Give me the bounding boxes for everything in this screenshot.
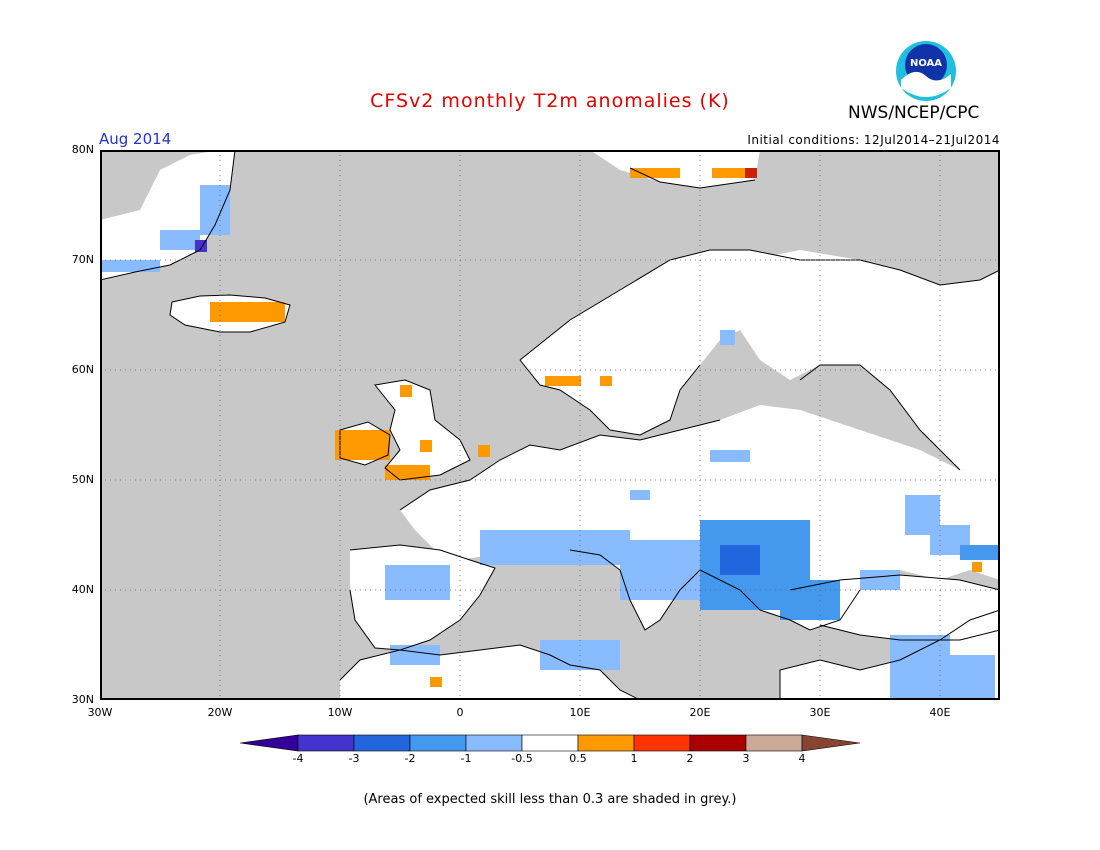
colorbar-label: -1 <box>460 752 472 765</box>
coastlines <box>100 150 1000 700</box>
graticule <box>100 150 1000 700</box>
cool-anomaly-patches <box>100 185 1000 700</box>
finland-russia-land <box>740 250 1000 470</box>
lon-label-10w: 10W <box>327 706 353 719</box>
lat-label-40n: 40N <box>71 583 94 596</box>
colorbar-cell-5 <box>521 734 579 752</box>
anomaly-map <box>100 150 1000 700</box>
colorbar-label: 1 <box>630 752 638 765</box>
lat-label-60n: 60N <box>71 363 94 376</box>
map-title: CFSv2 monthly T2m anomalies (K) <box>370 90 730 112</box>
lat-label-30n: 30N <box>71 693 94 706</box>
lon-label-20w: 20W <box>207 706 233 719</box>
lon-label-30w: 30W <box>87 706 113 719</box>
colorbar-label: -2 <box>404 752 416 765</box>
colorbar-cell-2 <box>353 734 411 752</box>
agency-label: NWS/NCEP/CPC <box>848 103 980 123</box>
colorbar-cell-3 <box>409 734 467 752</box>
map-frame <box>100 150 1000 700</box>
lon-label-30e: 30E <box>809 706 831 719</box>
colorbar-label: -3 <box>348 752 360 765</box>
colorbar-cell-9 <box>745 734 803 752</box>
colorbar-label: 2 <box>686 752 694 765</box>
colorbar <box>240 734 861 752</box>
warm-anomaly-patches <box>210 168 982 687</box>
colorbar-label: 3 <box>742 752 750 765</box>
colorbar-cell-1 <box>297 734 355 752</box>
colorbar-label: 0.5 <box>569 752 587 765</box>
logo-text: NOAA <box>910 58 942 69</box>
lat-label-70n: 70N <box>71 253 94 266</box>
colorbar-cell-7 <box>633 734 691 752</box>
great-britain-land <box>375 380 470 480</box>
colorbar-cell-8 <box>689 734 747 752</box>
lon-label-0: 0 <box>456 706 464 719</box>
colorbar-cell-6 <box>577 734 635 752</box>
colorbar-min-arrow <box>240 734 299 752</box>
colorbar-label: -0.5 <box>511 752 533 765</box>
lon-label-20e: 20E <box>689 706 711 719</box>
colorbar-cell-4 <box>465 734 523 752</box>
colorbar-max-arrow <box>801 734 861 752</box>
skill-footnote: (Areas of expected skill less than 0.3 a… <box>363 792 737 807</box>
lat-label-50n: 50N <box>71 473 94 486</box>
lon-label-10e: 10E <box>569 706 591 719</box>
lat-label-80n: 80N <box>71 143 94 156</box>
initial-conditions: Initial conditions: 12Jul2014–21Jul2014 <box>747 133 1000 147</box>
turkey-land <box>790 575 1000 640</box>
forecast-month: Aug 2014 <box>99 130 172 148</box>
noaa-logo-icon: NOAA <box>895 40 957 102</box>
colorbar-label: 4 <box>798 752 806 765</box>
colorbar-label: -4 <box>292 752 304 765</box>
continental-europe-land <box>400 405 1000 630</box>
lon-label-40e: 40E <box>929 706 951 719</box>
